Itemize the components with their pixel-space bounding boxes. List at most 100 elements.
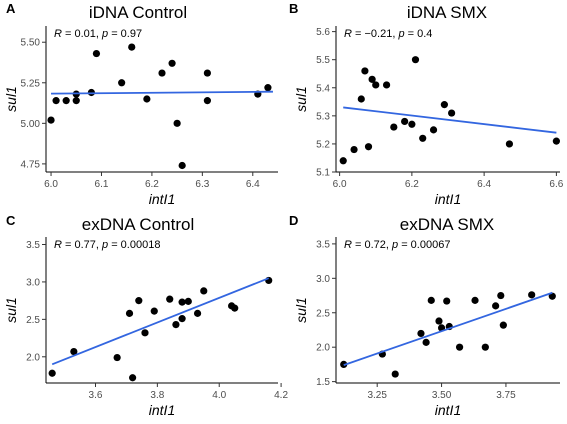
- panel-letter: A: [6, 1, 16, 16]
- y-tick-label: 5.1: [316, 168, 330, 179]
- x-axis-label: intI1: [435, 191, 461, 207]
- data-point: [411, 56, 420, 64]
- data-point: [419, 134, 427, 142]
- y-tick-label: 3.5: [26, 240, 40, 251]
- y-tick-label: 2.0: [26, 352, 40, 363]
- data-point: [497, 291, 505, 300]
- data-point: [339, 157, 347, 165]
- data-point: [372, 81, 380, 89]
- data-point: [143, 95, 151, 103]
- data-point: [443, 297, 451, 305]
- panel-letter: D: [289, 213, 298, 228]
- data-point: [548, 292, 556, 300]
- y-tick-label: 5.3: [316, 111, 330, 122]
- data-point: [200, 287, 208, 295]
- chart-title: iDNA Control: [89, 3, 187, 22]
- correlation-annotation: R = 0.01, p = 0.97: [54, 28, 142, 40]
- x-tick-label: 4.2: [274, 390, 288, 401]
- y-axis-label: sul1: [293, 86, 309, 112]
- data-point: [118, 79, 126, 87]
- data-point: [350, 145, 358, 154]
- x-tick-label: 6.3: [195, 179, 209, 190]
- y-tick-label: 5.2: [316, 139, 330, 150]
- x-axis-label: intI1: [149, 402, 175, 418]
- data-point: [135, 297, 143, 305]
- data-point: [368, 75, 376, 83]
- chart-title: exDNA Control: [82, 215, 194, 234]
- data-point: [448, 109, 456, 117]
- y-axis-label: sul1: [293, 297, 309, 323]
- regression-line: [51, 90, 273, 95]
- y-tick-label: 5.4: [316, 83, 330, 94]
- panel-letter: B: [289, 1, 298, 16]
- y-tick-label: 3.0: [316, 274, 330, 285]
- data-point: [62, 97, 70, 105]
- data-point: [552, 137, 560, 145]
- y-tick-label: 2.0: [316, 343, 330, 354]
- data-point: [265, 276, 273, 285]
- x-tick-label: 4.0: [212, 390, 226, 401]
- data-point: [455, 343, 464, 351]
- y-tick-label: 5.00: [21, 119, 41, 130]
- data-point: [203, 97, 211, 105]
- correlation-annotation: R = 0.77, p = 0.00018: [54, 239, 160, 251]
- x-tick-label: 6.4: [246, 179, 260, 190]
- data-point: [48, 369, 56, 377]
- data-point: [128, 43, 136, 51]
- x-tick-label: 6.2: [145, 179, 159, 190]
- data-point: [401, 117, 409, 126]
- data-point: [408, 120, 416, 128]
- regression-line: [343, 291, 553, 366]
- data-point: [92, 49, 101, 58]
- data-point: [492, 302, 500, 310]
- x-tick-label: 6.6: [549, 179, 563, 190]
- regression-line: [343, 106, 557, 134]
- data-point: [382, 81, 391, 89]
- data-point: [499, 321, 507, 329]
- data-point: [422, 338, 430, 346]
- data-point: [184, 297, 192, 305]
- x-tick-label: 6.1: [95, 179, 109, 190]
- y-tick-label: 5.6: [316, 27, 330, 38]
- x-tick-label: 3.25: [367, 390, 387, 401]
- y-tick-label: 1.5: [316, 377, 330, 388]
- chart-title: iDNA SMX: [407, 3, 487, 22]
- x-tick-label: 6.4: [477, 179, 491, 190]
- data-point: [178, 315, 186, 323]
- y-tick-label: 5.5: [316, 55, 330, 66]
- y-tick-label: 2.5: [26, 315, 40, 326]
- y-tick-label: 5.50: [21, 38, 41, 49]
- data-point: [193, 309, 202, 317]
- data-point: [357, 95, 365, 103]
- data-point: [505, 140, 514, 148]
- data-point: [231, 304, 239, 312]
- data-point: [391, 370, 399, 378]
- data-point: [429, 126, 438, 134]
- x-tick-label: 3.6: [89, 390, 103, 401]
- correlation-annotation: R = −0.21, p = 0.4: [344, 28, 432, 40]
- data-point: [390, 123, 398, 131]
- chart-title: exDNA SMX: [400, 215, 494, 234]
- y-axis-label: sul1: [3, 86, 19, 112]
- y-axis-label: sul1: [3, 297, 19, 323]
- data-point: [481, 343, 489, 351]
- y-tick-label: 2.5: [316, 308, 330, 319]
- data-point: [417, 329, 425, 338]
- y-tick-label: 4.75: [21, 159, 41, 170]
- data-point: [528, 291, 536, 299]
- x-tick-label: 6.0: [44, 179, 58, 190]
- data-point: [440, 101, 448, 109]
- x-axis-label: intI1: [435, 402, 461, 418]
- data-point: [361, 67, 369, 75]
- x-tick-label: 3.50: [432, 390, 452, 401]
- y-tick-label: 3.5: [316, 239, 330, 250]
- x-tick-label: 3.8: [150, 390, 164, 401]
- data-point: [435, 317, 443, 325]
- data-point: [150, 307, 158, 315]
- data-point: [172, 321, 180, 329]
- data-point: [70, 347, 78, 356]
